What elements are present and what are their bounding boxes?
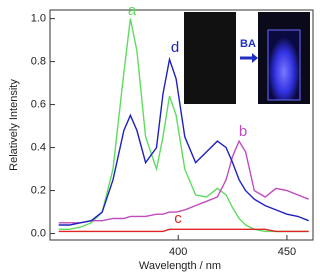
inset-photos: BA: [184, 12, 310, 104]
y-tick-label: 0.2: [31, 184, 46, 196]
y-tick-label: 0.6: [31, 98, 46, 110]
y-tick-label: 0.4: [31, 141, 46, 153]
series-label: b: [239, 123, 247, 140]
series-line: [58, 139, 309, 224]
series-line: [58, 228, 309, 233]
x-tick-label: 400: [169, 246, 187, 258]
arrow-head: [252, 53, 258, 63]
series-label: a: [128, 2, 137, 19]
series-label: d: [171, 39, 179, 56]
series-line: [58, 56, 309, 226]
inset-label: BA: [240, 38, 256, 50]
photo-before: [184, 12, 236, 104]
y-tick-label: 0.8: [31, 55, 46, 67]
y-tick-label: 0.0: [31, 227, 46, 239]
plot-frame: [49, 9, 314, 241]
y-tick-label: 1.0: [31, 13, 46, 25]
series-line: [58, 18, 309, 233]
x-axis-title: Wavelength / nm: [139, 260, 221, 272]
y-axis-title: Relatively Intensity: [8, 79, 20, 171]
x-tick-label: 450: [278, 246, 296, 258]
cuvette: [267, 29, 301, 101]
series-label: c: [174, 210, 182, 227]
